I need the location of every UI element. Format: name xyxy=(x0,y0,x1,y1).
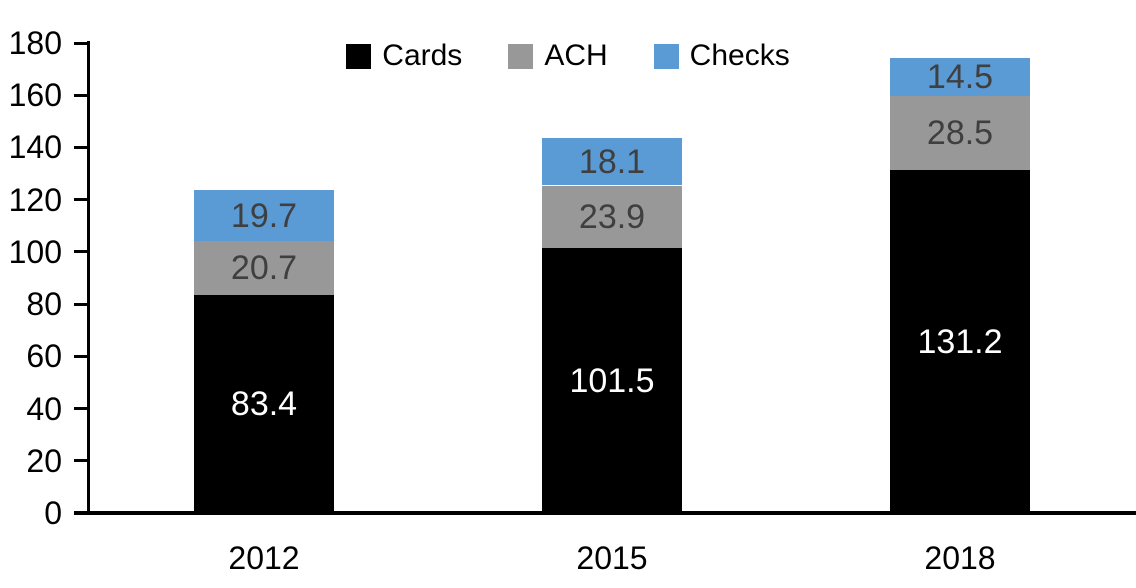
bar-segment-cards-2015: 101.5 xyxy=(542,248,682,513)
bar-segment-cards-2012: 83.4 xyxy=(194,295,334,513)
legend-item-ach: ACH xyxy=(508,39,608,72)
y-axis-tick xyxy=(74,355,87,358)
x-axis-category-label: 2015 xyxy=(576,540,648,576)
bar-value-label: 28.5 xyxy=(926,114,994,152)
bar-value-label: 83.4 xyxy=(230,385,298,423)
legend-swatch-cards-icon xyxy=(346,43,372,69)
y-axis-tick xyxy=(74,250,87,253)
bar-value-label: 20.7 xyxy=(230,249,298,287)
bar-segment-ach-2018: 28.5 xyxy=(890,96,1030,170)
bar-value-label: 101.5 xyxy=(569,361,655,400)
legend-swatch-ach-icon xyxy=(508,43,534,69)
bar-segment-cards-2018: 131.2 xyxy=(890,170,1030,513)
bar-value-label: 19.7 xyxy=(230,196,298,235)
bar-segment-checks-2012: 19.7 xyxy=(194,190,334,241)
legend-swatch-checks-icon xyxy=(653,43,679,69)
y-axis-tick xyxy=(74,146,87,149)
bar-value-label: 14.5 xyxy=(926,58,994,96)
legend-label-ach: ACH xyxy=(544,39,608,72)
y-axis-tick xyxy=(74,198,87,201)
y-axis-tick-label: 160 xyxy=(8,77,62,114)
bar-value-label: 23.9 xyxy=(578,198,646,236)
y-axis-tick-label: 180 xyxy=(8,25,62,61)
y-axis-tick-label: 140 xyxy=(8,129,62,166)
legend-label-checks: Checks xyxy=(689,39,790,72)
y-axis-tick xyxy=(74,94,87,97)
y-axis-tick-label: 20 xyxy=(26,442,62,479)
legend-label-cards: Cards xyxy=(382,39,463,72)
y-axis-tick-label: 40 xyxy=(26,390,62,427)
bar-segment-checks-2015: 18.1 xyxy=(542,138,682,185)
y-axis-tick-label: 100 xyxy=(8,233,62,270)
x-axis-category-label: 2012 xyxy=(228,540,300,576)
y-axis-tick xyxy=(74,407,87,410)
bar-segment-ach-2015: 23.9 xyxy=(542,186,682,248)
y-axis-tick-label: 120 xyxy=(8,181,62,218)
legend-item-cards: Cards xyxy=(346,41,462,71)
bar-segment-ach-2012: 20.7 xyxy=(194,241,334,295)
y-axis-line xyxy=(87,41,90,515)
legend-item-checks: Checks xyxy=(653,39,790,72)
y-axis-tick-label: 60 xyxy=(26,338,62,375)
y-axis-tick-label: 0 xyxy=(44,495,62,531)
y-axis-tick xyxy=(74,303,87,306)
y-axis-tick xyxy=(74,42,87,45)
chart-legend: Cards ACH Checks xyxy=(0,40,1136,72)
bar-value-label: 18.1 xyxy=(578,142,646,181)
x-axis-category-label: 2018 xyxy=(924,540,996,576)
bar-value-label: 131.2 xyxy=(917,322,1003,361)
bar-segment-checks-2018: 14.5 xyxy=(890,58,1030,96)
y-axis-tick-label: 80 xyxy=(26,286,62,323)
y-axis-tick xyxy=(74,459,87,462)
x-axis-line xyxy=(74,511,1136,515)
